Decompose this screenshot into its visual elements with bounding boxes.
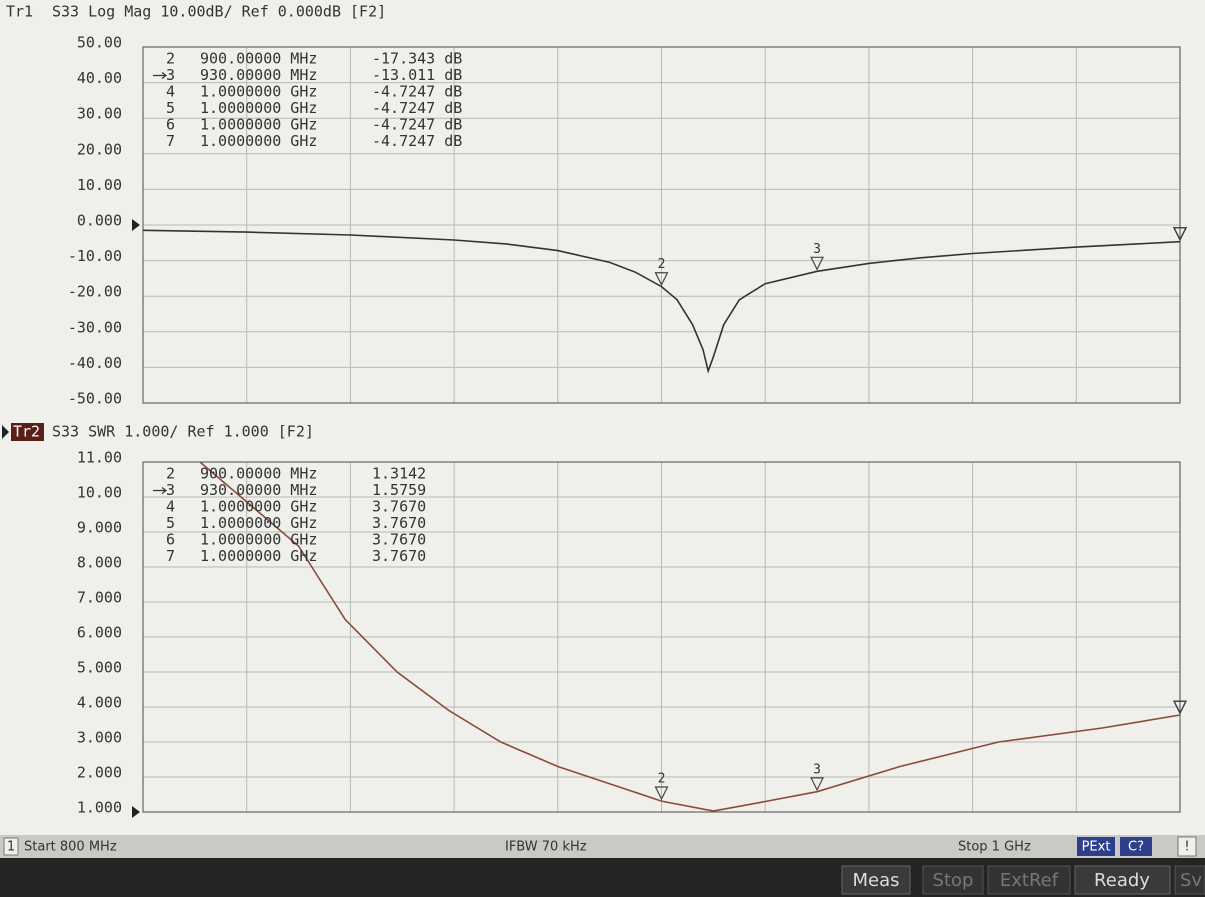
marker-response: -13.011 dB [372,66,462,84]
soft-key-label[interactable]: ExtRef [1000,870,1059,891]
marker-id: 6 [166,116,175,134]
y-tick-label: 10.00 [77,176,122,194]
marker-response: -4.7247 dB [372,116,462,134]
flag: ! [1184,840,1189,855]
marker-stimulus: 1.0000000 GHz [200,514,317,532]
y-tick-label: 5.000 [77,659,122,677]
marker-stimulus: 900.00000 MHz [200,50,317,68]
y-tick-label: -10.00 [68,247,122,265]
y-tick-label: 6.000 [77,624,122,642]
channel: 1 [7,840,15,855]
y-tick-label: 50.00 [77,34,122,52]
marker-response: -4.7247 dB [372,99,462,117]
soft-key-label[interactable]: Ready [1094,870,1150,891]
marker-stimulus: 1.0000000 GHz [200,547,317,565]
marker-number: 2 [658,257,666,272]
chart-title: S33 SWR 1.000/ Ref 1.000 [F2] [52,423,314,441]
marker-response: 3.7670 [372,547,426,565]
y-tick-label: 9.000 [77,519,122,537]
soft-key-label[interactable]: Meas [852,870,899,891]
display-bg [0,0,1205,835]
y-tick-label: 7.000 [77,589,122,607]
trace-label: Tr2 [13,423,40,441]
trace-label: Tr1 [6,3,33,21]
marker-response: 1.3142 [372,465,426,483]
marker-stimulus: 1.0000000 GHz [200,132,317,150]
soft-key-label[interactable]: Stop [933,870,974,891]
soft-key-label[interactable]: Sv [1180,870,1202,891]
marker-id: 7 [166,132,175,150]
y-tick-label: 20.00 [77,140,122,158]
marker-number: 2 [658,772,666,787]
screen: 1 Start 800 MHz IFBW 70 kHz Stop 1 GHz P… [0,0,1205,897]
marker-response: -4.7247 dB [372,132,462,150]
marker-stimulus: 1.0000000 GHz [200,498,317,516]
y-tick-label: 40.00 [77,69,122,87]
marker-stimulus: 930.00000 MHz [200,481,317,499]
marker-stimulus: 1.0000000 GHz [200,531,317,549]
soft-keys: Meas Stop ExtRef Ready Sv [0,858,1205,897]
y-tick-label: -50.00 [68,390,122,408]
marker-stimulus: 1.0000000 GHz [200,99,317,117]
y-tick-label: 30.00 [77,105,122,123]
y-tick-label: 4.000 [77,694,122,712]
flag: PExt [1082,840,1111,855]
marker-stimulus: 1.0000000 GHz [200,116,317,134]
y-tick-label: 10.00 [77,484,122,502]
marker-number: 3 [813,242,821,257]
marker-response: -4.7247 dB [372,83,462,101]
y-tick-label: 11.00 [77,449,122,467]
marker-id: 4 [166,498,175,516]
marker-response: 3.7670 [372,531,426,549]
marker-id: 3 [166,481,175,499]
marker-id: 5 [166,99,175,117]
y-tick-label: 8.000 [77,554,122,572]
marker-stimulus: 930.00000 MHz [200,66,317,84]
y-tick-label: 3.000 [77,729,122,747]
y-tick-label: -30.00 [68,318,122,336]
y-tick-label: -40.00 [68,354,122,372]
chart-title: S33 Log Mag 10.00dB/ Ref 0.000dB [F2] [52,3,386,21]
marker-response: 3.7670 [372,514,426,532]
start-freq: Start 800 MHz [24,840,117,855]
marker-id: 2 [166,50,175,68]
marker-id: 2 [166,465,175,483]
marker-response: 3.7670 [372,498,426,516]
marker-response: 1.5759 [372,481,426,499]
y-tick-label: 2.000 [77,764,122,782]
status-bar: 1 Start 800 MHz IFBW 70 kHz Stop 1 GHz P… [0,835,1205,858]
ifbw: IFBW 70 kHz [505,840,587,855]
flag: C? [1128,840,1144,855]
marker-id: 4 [166,83,175,101]
marker-id: 7 [166,547,175,565]
marker-id: 5 [166,514,175,532]
marker-stimulus: 900.00000 MHz [200,465,317,483]
marker-stimulus: 1.0000000 GHz [200,83,317,101]
y-tick-label: 0.000 [77,212,122,230]
stop-freq: Stop 1 GHz [958,840,1031,855]
marker-number: 3 [813,762,821,777]
y-tick-label: 1.000 [77,799,122,817]
marker-id: 3 [166,66,175,84]
marker-id: 6 [166,531,175,549]
y-tick-label: -20.00 [68,283,122,301]
marker-response: -17.343 dB [372,50,462,68]
